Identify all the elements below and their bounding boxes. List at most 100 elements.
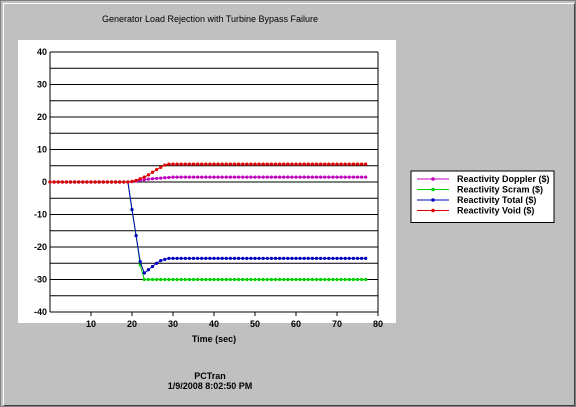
data-point bbox=[171, 277, 175, 282]
data-point bbox=[224, 162, 228, 166]
footer-timestamp: 1/9/2008 8:02:50 PM bbox=[167, 381, 253, 391]
data-point bbox=[142, 175, 146, 179]
data-point bbox=[364, 162, 368, 166]
data-point bbox=[273, 162, 278, 166]
data-point bbox=[282, 175, 286, 179]
data-point bbox=[52, 180, 56, 184]
data-point bbox=[126, 180, 130, 184]
data-point bbox=[278, 256, 282, 260]
data-point bbox=[196, 162, 200, 166]
data-point bbox=[187, 256, 191, 260]
data-point bbox=[150, 170, 155, 174]
legend-label: Reactivity Doppler ($) bbox=[457, 174, 550, 184]
data-point bbox=[249, 175, 253, 179]
data-point bbox=[319, 256, 323, 260]
data-point bbox=[294, 277, 298, 282]
data-point bbox=[146, 177, 150, 181]
data-point bbox=[331, 175, 335, 179]
data-point bbox=[306, 277, 310, 282]
x-tick-label: 10 bbox=[86, 319, 96, 329]
data-point bbox=[101, 180, 105, 184]
data-point bbox=[204, 162, 208, 166]
x-tick-label: 70 bbox=[332, 319, 342, 329]
data-point bbox=[253, 162, 257, 166]
data-point bbox=[306, 162, 310, 166]
data-point bbox=[200, 256, 204, 260]
data-point bbox=[331, 256, 335, 260]
data-point bbox=[142, 277, 146, 282]
data-point bbox=[187, 162, 191, 166]
data-point bbox=[183, 277, 187, 282]
data-point bbox=[302, 256, 306, 260]
data-point bbox=[257, 277, 261, 282]
data-point bbox=[142, 178, 146, 182]
series-3 bbox=[48, 162, 368, 184]
data-point bbox=[167, 277, 171, 282]
data-point bbox=[204, 256, 208, 260]
data-point bbox=[237, 256, 241, 260]
data-point bbox=[265, 256, 269, 260]
data-point bbox=[183, 256, 187, 260]
data-point bbox=[56, 180, 60, 184]
footer-app-name: PCTran bbox=[194, 371, 226, 381]
data-point bbox=[265, 175, 269, 179]
data-point bbox=[364, 256, 368, 260]
data-point bbox=[319, 175, 323, 179]
data-point bbox=[323, 277, 327, 282]
data-point bbox=[196, 277, 200, 282]
data-point bbox=[282, 162, 286, 166]
data-point bbox=[294, 162, 298, 166]
data-point bbox=[245, 175, 249, 179]
data-point bbox=[327, 175, 331, 179]
data-point bbox=[282, 256, 286, 260]
data-point bbox=[85, 180, 89, 184]
data-point bbox=[179, 277, 183, 282]
data-point bbox=[150, 177, 155, 181]
data-point bbox=[351, 162, 355, 166]
data-point bbox=[290, 256, 294, 260]
data-point bbox=[343, 162, 347, 166]
data-point bbox=[175, 277, 179, 282]
series-group bbox=[48, 162, 368, 282]
data-point bbox=[122, 180, 126, 184]
data-point bbox=[360, 162, 364, 166]
data-point bbox=[134, 178, 138, 182]
data-point bbox=[150, 277, 155, 282]
data-point bbox=[265, 277, 269, 282]
data-point bbox=[175, 162, 179, 166]
data-point bbox=[138, 260, 142, 264]
data-point bbox=[146, 173, 150, 177]
data-point bbox=[68, 180, 73, 184]
data-point bbox=[232, 175, 237, 179]
data-point bbox=[360, 277, 364, 282]
data-point bbox=[257, 175, 261, 179]
data-point bbox=[167, 175, 171, 180]
data-point bbox=[163, 277, 167, 282]
data-point bbox=[286, 175, 290, 179]
data-point bbox=[159, 277, 163, 282]
data-point bbox=[343, 277, 347, 282]
data-point bbox=[327, 277, 331, 282]
data-point bbox=[167, 162, 171, 166]
data-point bbox=[224, 277, 228, 282]
data-point bbox=[212, 256, 216, 260]
data-point bbox=[232, 256, 237, 260]
data-point bbox=[323, 175, 327, 179]
data-point bbox=[310, 256, 314, 260]
data-point bbox=[269, 175, 273, 179]
data-point bbox=[241, 162, 245, 166]
data-point bbox=[310, 277, 314, 282]
data-point bbox=[327, 256, 331, 260]
chart-window-bevel bbox=[3, 3, 575, 406]
data-point bbox=[237, 162, 241, 166]
x-tick-label: 40 bbox=[209, 319, 219, 329]
data-point bbox=[146, 268, 150, 272]
data-point bbox=[163, 257, 167, 261]
data-point bbox=[319, 277, 323, 282]
x-tick-label: 30 bbox=[168, 319, 178, 329]
data-point bbox=[278, 162, 282, 166]
data-point bbox=[261, 277, 265, 282]
data-point bbox=[355, 175, 360, 179]
data-point bbox=[159, 165, 163, 169]
data-point bbox=[269, 162, 273, 166]
